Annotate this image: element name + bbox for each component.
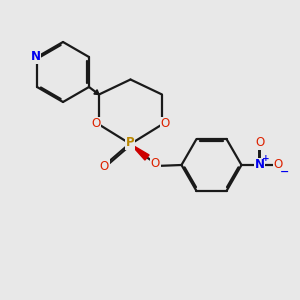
Text: N: N [254,158,265,172]
Text: O: O [100,160,109,173]
Polygon shape [130,144,149,160]
Polygon shape [94,90,99,94]
Text: N: N [31,50,40,64]
Text: O: O [92,117,100,130]
Text: O: O [151,157,160,170]
Text: +: + [262,154,270,163]
Text: O: O [255,136,264,149]
Text: −: − [280,167,290,177]
Text: O: O [160,117,169,130]
Text: P: P [126,136,134,149]
Text: O: O [274,158,283,172]
